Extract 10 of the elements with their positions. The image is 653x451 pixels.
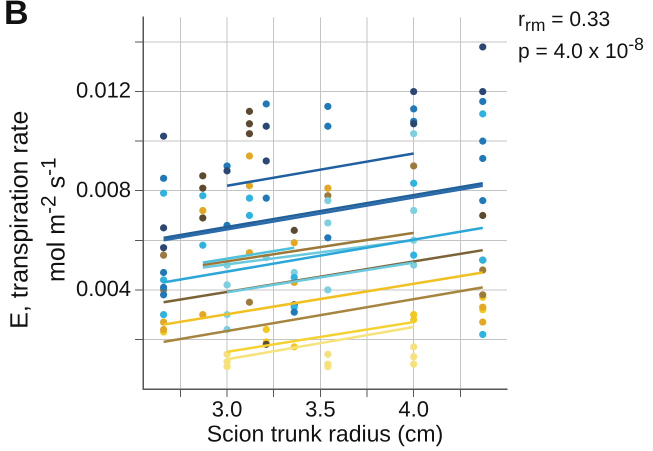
x-axis-title: Scion trunk radius (cm) (206, 420, 444, 447)
text: p = 4.0 x 10$^{-8}$ (518, 34, 644, 64)
text: r$_{rm}$ = 0.33 (518, 8, 610, 36)
y-tick-label: 0.012 (76, 78, 132, 103)
x-tick-label: 3.0 (212, 396, 242, 422)
text: B (4, 0, 29, 33)
x-tick-label: 4.0 (398, 396, 429, 422)
y-tick-label: 0.004 (76, 276, 132, 301)
x-tick-label: 3.5 (305, 396, 336, 422)
y-tick-label: 0.008 (76, 176, 132, 202)
